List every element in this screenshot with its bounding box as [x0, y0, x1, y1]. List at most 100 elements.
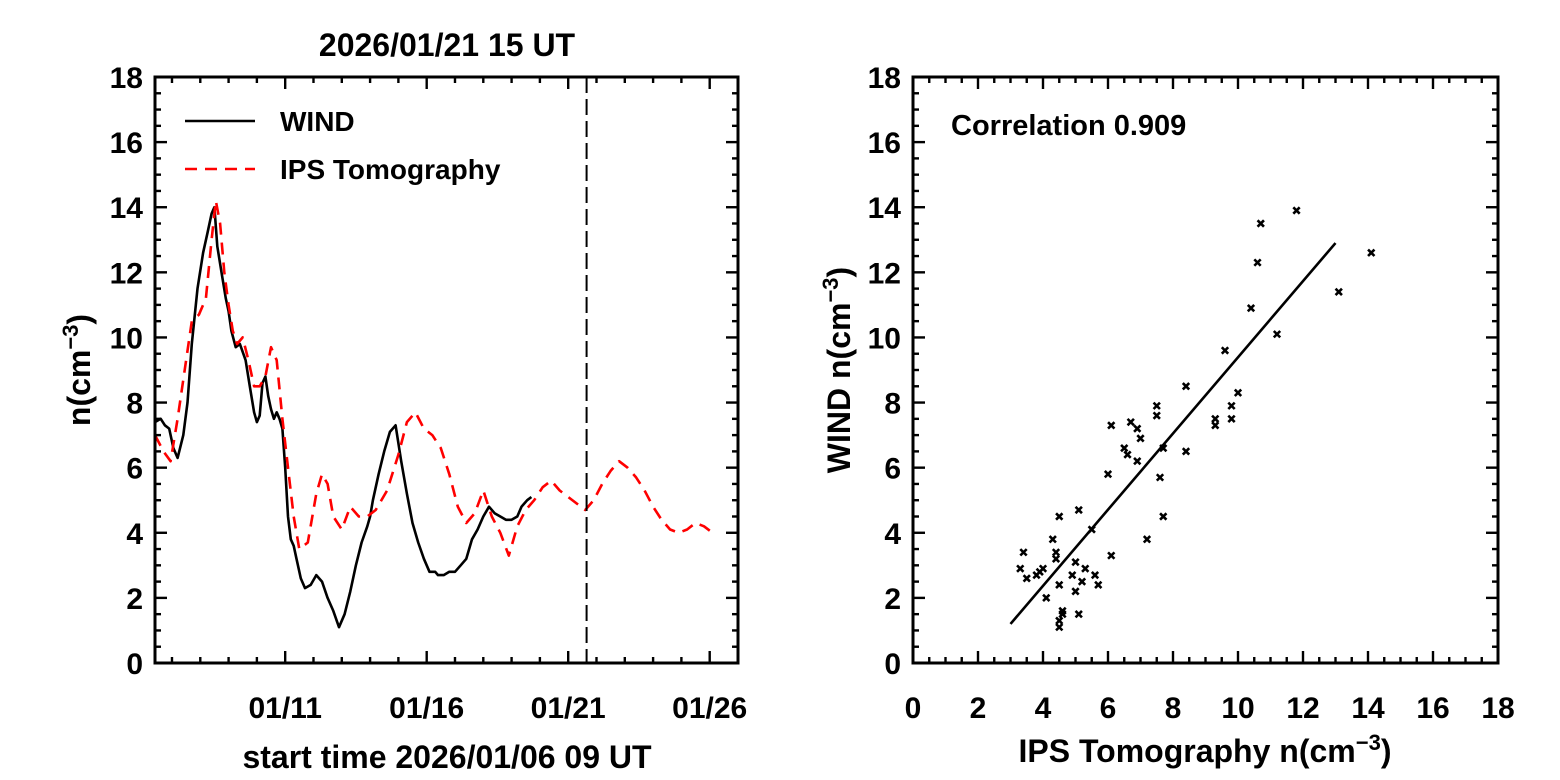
scatter-x-axis-label: IPS Tomography n(cm−3) [1019, 730, 1392, 769]
scatter-point [1256, 219, 1265, 228]
scatter-point [1055, 580, 1064, 589]
scatter-point [1107, 421, 1116, 430]
y-tick-label: 8 [884, 388, 901, 421]
scatter-y-axis-label: WIND n(cm−3) [818, 267, 857, 473]
scatter-point [1048, 535, 1057, 544]
wind-series-line [154, 205, 533, 629]
x-tick-label: 8 [1165, 692, 1182, 725]
scatter-point [1233, 388, 1243, 397]
scatter-point [1227, 414, 1236, 423]
scatter-point [1038, 564, 1048, 573]
x-tick-label: 16 [1416, 692, 1449, 725]
scatter-point [1133, 457, 1142, 466]
y-tick-label: 16 [868, 127, 901, 160]
scatter-point [1071, 587, 1080, 596]
scatter-point [1103, 470, 1113, 479]
legend: WIND IPS Tomography [185, 106, 501, 185]
scatter-point [1068, 570, 1077, 580]
scatter-point [1155, 473, 1165, 482]
y-tick-label: 14 [110, 192, 144, 225]
scatter-point [1051, 548, 1061, 557]
y-tick-label: 12 [110, 257, 143, 290]
scatter-plot-area [1009, 206, 1376, 632]
scatter-point [1051, 554, 1061, 563]
scatter-point [1074, 610, 1083, 619]
scatter-point [1074, 505, 1083, 515]
y-tick-label: 12 [868, 257, 901, 290]
legend-ips-label: IPS Tomography [280, 154, 501, 185]
time-series-x-axis-label: start time 2026/01/06 09 UT [242, 739, 652, 775]
x-tick-label: 4 [1035, 692, 1052, 725]
y-tick-label: 10 [110, 322, 143, 355]
scatter-point [1126, 417, 1135, 427]
scatter-point [1211, 414, 1220, 423]
regression-line [1009, 242, 1337, 625]
scatter-point [1071, 557, 1080, 567]
scatter-point [1094, 580, 1103, 589]
scatter-point [1152, 411, 1161, 420]
y-tick-label: 10 [868, 322, 901, 355]
x-tick-label: 01/26 [672, 692, 747, 725]
y-tick-label: 18 [110, 62, 143, 95]
scatter-point [1016, 564, 1025, 573]
y-tick-label: 0 [884, 648, 901, 681]
time-series-plot-area [153, 77, 714, 663]
y-tick-label: 2 [126, 583, 143, 616]
time-series-y-tick-labels: 0 2 4 6 8 10 12 14 16 18 [110, 62, 144, 681]
scatter-point [1055, 512, 1064, 521]
scatter-point [1042, 593, 1051, 603]
y-tick-label: 8 [126, 388, 143, 421]
ips-tomography-series-line [153, 199, 714, 557]
scatter-point [1159, 444, 1168, 453]
scatter-point [1087, 525, 1096, 534]
scatter-point [1120, 444, 1129, 453]
time-series-x-tick-labels: 01/11 01/16 01/21 01/26 [248, 692, 747, 725]
scatter-point [1136, 434, 1145, 443]
scatter-point [1142, 535, 1152, 544]
time-series-ticks [155, 75, 740, 665]
x-tick-label: 10 [1221, 692, 1254, 725]
x-tick-label: 0 [905, 692, 922, 725]
y-tick-label: 6 [884, 453, 901, 486]
scatter-frame [911, 75, 1500, 665]
scatter-point [1055, 616, 1064, 625]
scatter-point [1022, 574, 1031, 583]
legend-wind-label: WIND [280, 106, 355, 137]
scatter-point [1133, 424, 1142, 433]
scatter-point [1152, 401, 1161, 410]
y-tick-label: 2 [884, 583, 901, 616]
chart-title: 2026/01/21 15 UT [319, 27, 576, 63]
scatter-point [1019, 548, 1028, 557]
y-tick-label: 4 [126, 518, 143, 551]
scatter-point [1081, 564, 1090, 573]
scatter-point [1246, 304, 1256, 313]
scatter-point [1220, 346, 1230, 355]
time-series-y-axis-label: n(cm−3) [58, 314, 97, 426]
scatter-point [1181, 447, 1191, 456]
y-tick-label: 14 [868, 192, 902, 225]
scatter-ticks [911, 75, 1500, 665]
scatter-point [1055, 623, 1064, 632]
scatter-point [1334, 287, 1343, 296]
y-tick-label: 6 [126, 453, 143, 486]
scatter-y-tick-labels: 0 2 4 6 8 10 12 14 16 18 [868, 62, 902, 681]
x-tick-label: 14 [1351, 692, 1385, 725]
scatter-point [1058, 610, 1067, 619]
scatter-point [1159, 512, 1168, 521]
y-tick-label: 4 [884, 518, 901, 551]
scatter-point [1292, 206, 1301, 215]
x-tick-label: 12 [1286, 692, 1319, 725]
scatter-point [1211, 421, 1220, 430]
scatter-point [1107, 551, 1116, 560]
x-tick-label: 01/21 [531, 692, 606, 725]
x-tick-label: 01/16 [389, 692, 464, 725]
y-tick-label: 0 [126, 648, 143, 681]
scatter-x-tick-labels: 0 2 4 6 8 10 12 14 16 18 [905, 692, 1515, 725]
scatter-panel: 0 2 4 6 8 10 12 14 16 18 0 2 4 6 8 10 12 14 16 18 Correlat… [818, 62, 1515, 769]
y-tick-label: 16 [110, 127, 143, 160]
scatter-point [1227, 401, 1236, 410]
scatter-point [1090, 570, 1100, 580]
scatter-point [1272, 330, 1282, 339]
